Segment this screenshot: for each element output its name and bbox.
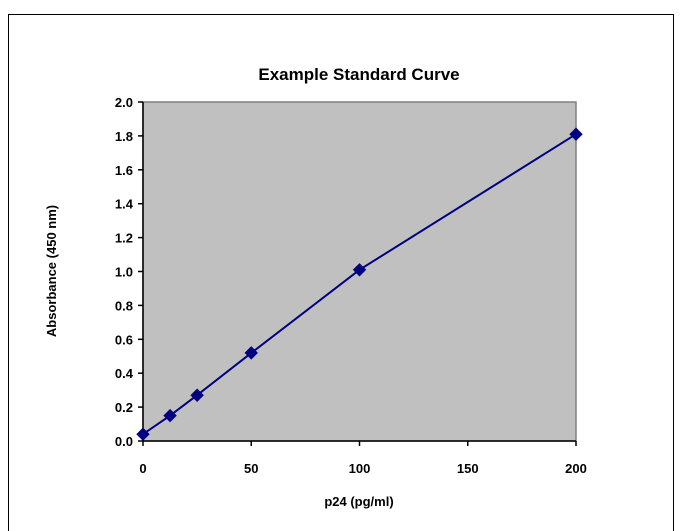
chart-title: Example Standard Curve bbox=[258, 65, 459, 84]
x-axis-ticks bbox=[142, 441, 577, 446]
y-tick-label: 0.4 bbox=[115, 366, 134, 381]
x-axis-tick-labels: 0 50 100 150 200 bbox=[139, 461, 586, 476]
y-tick-label: 0.6 bbox=[115, 332, 133, 347]
data-point-diamond-icon bbox=[136, 427, 150, 441]
x-tick-label: 50 bbox=[244, 461, 258, 476]
data-point-diamond-icon bbox=[352, 263, 367, 277]
data-point-diamond-icon bbox=[569, 127, 583, 141]
data-point-diamond-icon bbox=[190, 388, 204, 402]
y-axis-ticks bbox=[138, 101, 143, 442]
x-axis-label: p24 (pg/ml) bbox=[324, 494, 393, 509]
y-tick-label: 0.2 bbox=[115, 400, 133, 415]
y-tick-label: 1.0 bbox=[115, 265, 133, 280]
y-tick-label: 1.8 bbox=[115, 129, 133, 144]
y-axis-tick-labels: 0.0 0.2 0.4 0.6 0.8 1.0 1.2 1.4 1.6 1.8 2.0 bbox=[115, 95, 134, 449]
x-tick-label: 100 bbox=[349, 461, 371, 476]
x-tick-label: 200 bbox=[565, 461, 587, 476]
x-tick-label: 0 bbox=[139, 461, 146, 476]
y-axis-label: Absorbance (450 nm) bbox=[44, 205, 59, 337]
y-tick-label: 0.0 bbox=[115, 434, 133, 449]
data-point-diamond-icon bbox=[244, 346, 258, 360]
y-tick-label: 1.2 bbox=[115, 231, 133, 246]
y-tick-label: 0.8 bbox=[115, 298, 133, 313]
series-markers bbox=[136, 127, 583, 441]
y-tick-label: 1.4 bbox=[115, 197, 134, 212]
y-tick-label: 1.6 bbox=[115, 163, 133, 178]
series-line bbox=[142, 133, 577, 436]
x-tick-label: 150 bbox=[457, 461, 479, 476]
data-point-diamond-icon bbox=[163, 408, 177, 423]
y-tick-label: 2.0 bbox=[115, 95, 133, 110]
